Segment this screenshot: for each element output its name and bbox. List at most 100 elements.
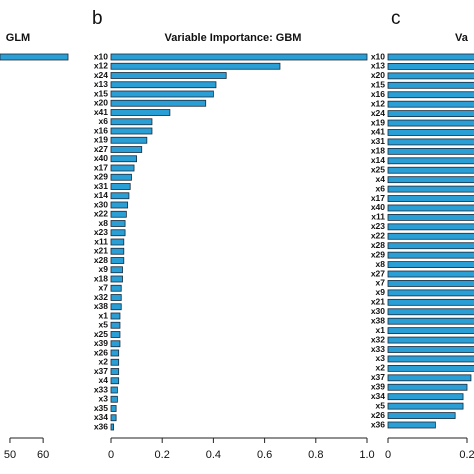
category-label: x34 [94,412,108,422]
bar [110,183,131,190]
category-label: x38 [371,315,385,325]
category-label: x37 [371,372,385,382]
category-label: x9 [99,264,109,274]
category-label: x34 [371,391,385,401]
category-label: x13 [371,61,385,71]
bar [110,284,122,292]
bar [387,336,474,344]
bar [110,257,125,264]
category-label: x33 [371,344,385,354]
category-label: x11 [94,236,108,246]
bar [387,393,464,401]
bar [387,289,474,297]
bar [110,220,126,227]
bar [387,91,474,99]
x-tick-label: 0 [385,449,391,461]
panel-letter: b [92,8,103,29]
bar [110,127,153,135]
chart-title: Va [455,32,469,44]
category-label: x22 [371,231,385,241]
category-label: x28 [94,255,108,265]
x-tick-label: 0 [108,449,114,461]
bar [110,118,153,126]
category-label: x39 [371,382,385,392]
bar [110,201,129,209]
category-label: x3 [376,353,386,363]
bar [110,72,227,79]
bar [387,327,474,335]
panel-letter: c [391,8,401,29]
bar [110,164,135,172]
category-label: x17 [371,193,385,203]
category-label: x31 [371,136,385,146]
bar [387,364,474,372]
chart-title: Variable Importance: GBM [165,32,302,44]
bar [110,294,122,301]
bar [387,374,472,382]
bar [387,110,474,118]
category-label: x20 [371,70,385,80]
bar [110,109,171,116]
category-label: x25 [94,329,108,339]
x-tick-label: 0.2 [155,449,170,461]
bar [387,195,474,202]
category-label: x27 [371,268,385,278]
category-label: x11 [371,212,385,222]
bar [0,53,69,61]
bar [110,368,120,375]
bar [387,81,474,89]
category-label: x4 [376,174,386,184]
x-tick-label: 60 [37,449,49,461]
category-label: x6 [376,183,386,193]
bar [387,176,474,184]
category-label: x37 [94,366,108,376]
category-label: x30 [371,306,385,316]
bar [110,136,148,144]
bar [110,229,126,237]
category-label: x4 [99,375,109,385]
bar [110,62,281,70]
bar [387,270,474,278]
category-label: x33 [94,384,108,394]
category-label: x19 [94,135,108,145]
bar [387,185,474,193]
category-label: x23 [371,221,385,231]
category-label: x9 [376,287,386,297]
category-label: x21 [94,246,108,256]
bar [387,355,474,363]
bar [110,146,143,153]
bar [110,90,214,98]
bar [387,317,474,325]
bar [110,247,125,255]
category-label: x3 [99,394,109,404]
category-label: x14 [94,190,108,200]
bar [387,402,464,410]
category-label: x10 [371,51,385,61]
bar [387,346,474,353]
category-label: x28 [371,240,385,250]
x-tick-label: 1.0 [359,449,374,461]
category-label: x27 [94,144,108,154]
category-label: x19 [371,117,385,127]
category-label: x8 [376,259,386,269]
bar [387,157,474,165]
category-label: x15 [371,80,385,90]
category-label: x1 [376,325,386,335]
bar [387,232,474,240]
bar [110,414,117,422]
category-label: x13 [94,79,108,89]
bar [110,321,121,329]
category-label: x5 [376,400,386,410]
bar [387,251,474,259]
category-label: x14 [371,155,385,165]
bar [110,377,120,385]
bar [387,383,468,391]
bar [110,312,121,320]
bar [110,266,123,274]
category-label: x35 [94,403,108,413]
x-tick-label: 0.2 [459,449,474,461]
bar [110,405,117,412]
category-label: x26 [371,410,385,420]
category-label: x17 [94,162,108,172]
